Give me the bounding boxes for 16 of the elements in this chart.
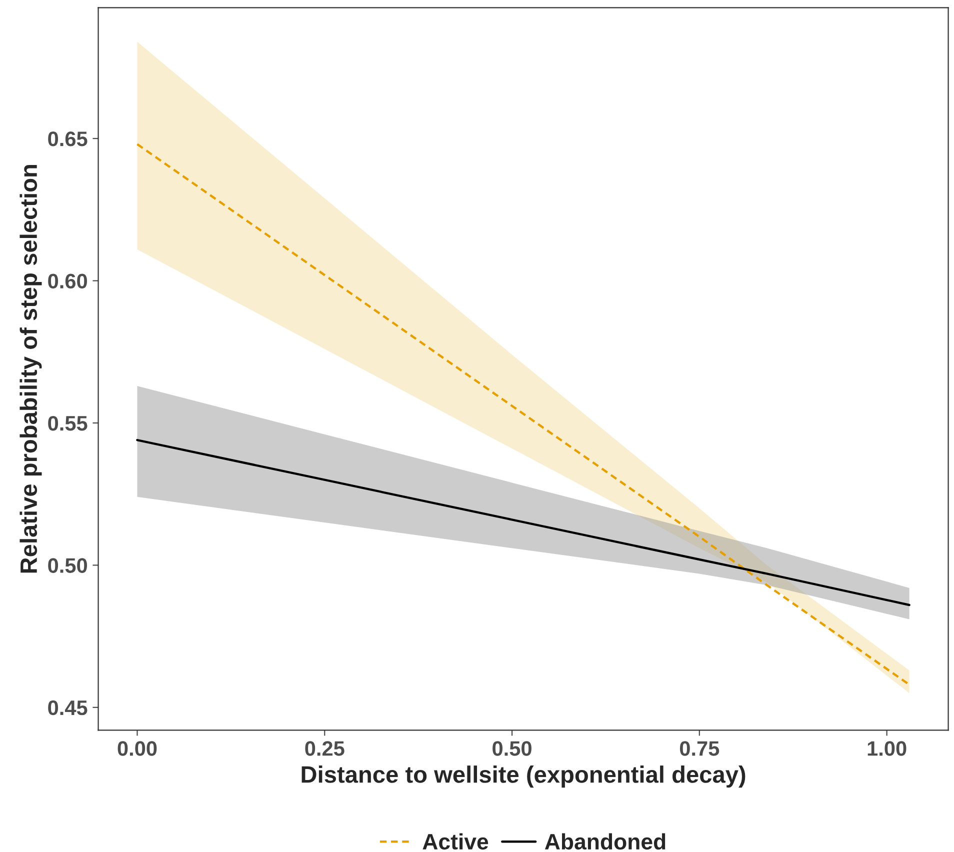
y-tick-label: 0.45: [48, 700, 88, 716]
y-tick-label: 0.55: [48, 416, 88, 431]
x-tick-label: 0.00: [118, 741, 157, 756]
line-series: [136, 438, 910, 606]
x-axis-title: Distance to wellsite (exponential decay): [302, 766, 746, 788]
y-tick-label: 0.65: [48, 132, 88, 146]
y-tick-label: 0.60: [48, 274, 87, 288]
legend-label: Active: [422, 833, 488, 850]
line-series: [136, 143, 910, 686]
x-tick-label: 0.50: [492, 741, 532, 756]
x-tick-label: 1.00: [868, 741, 906, 756]
x-tick-label: 0.75: [680, 741, 720, 756]
y-axis-title: Relative probability of step selection: [20, 165, 42, 573]
y-tick-label: 0.50: [48, 558, 87, 573]
legend-label: Abandoned: [544, 833, 666, 850]
x-tick-label: 0.25: [305, 741, 344, 756]
